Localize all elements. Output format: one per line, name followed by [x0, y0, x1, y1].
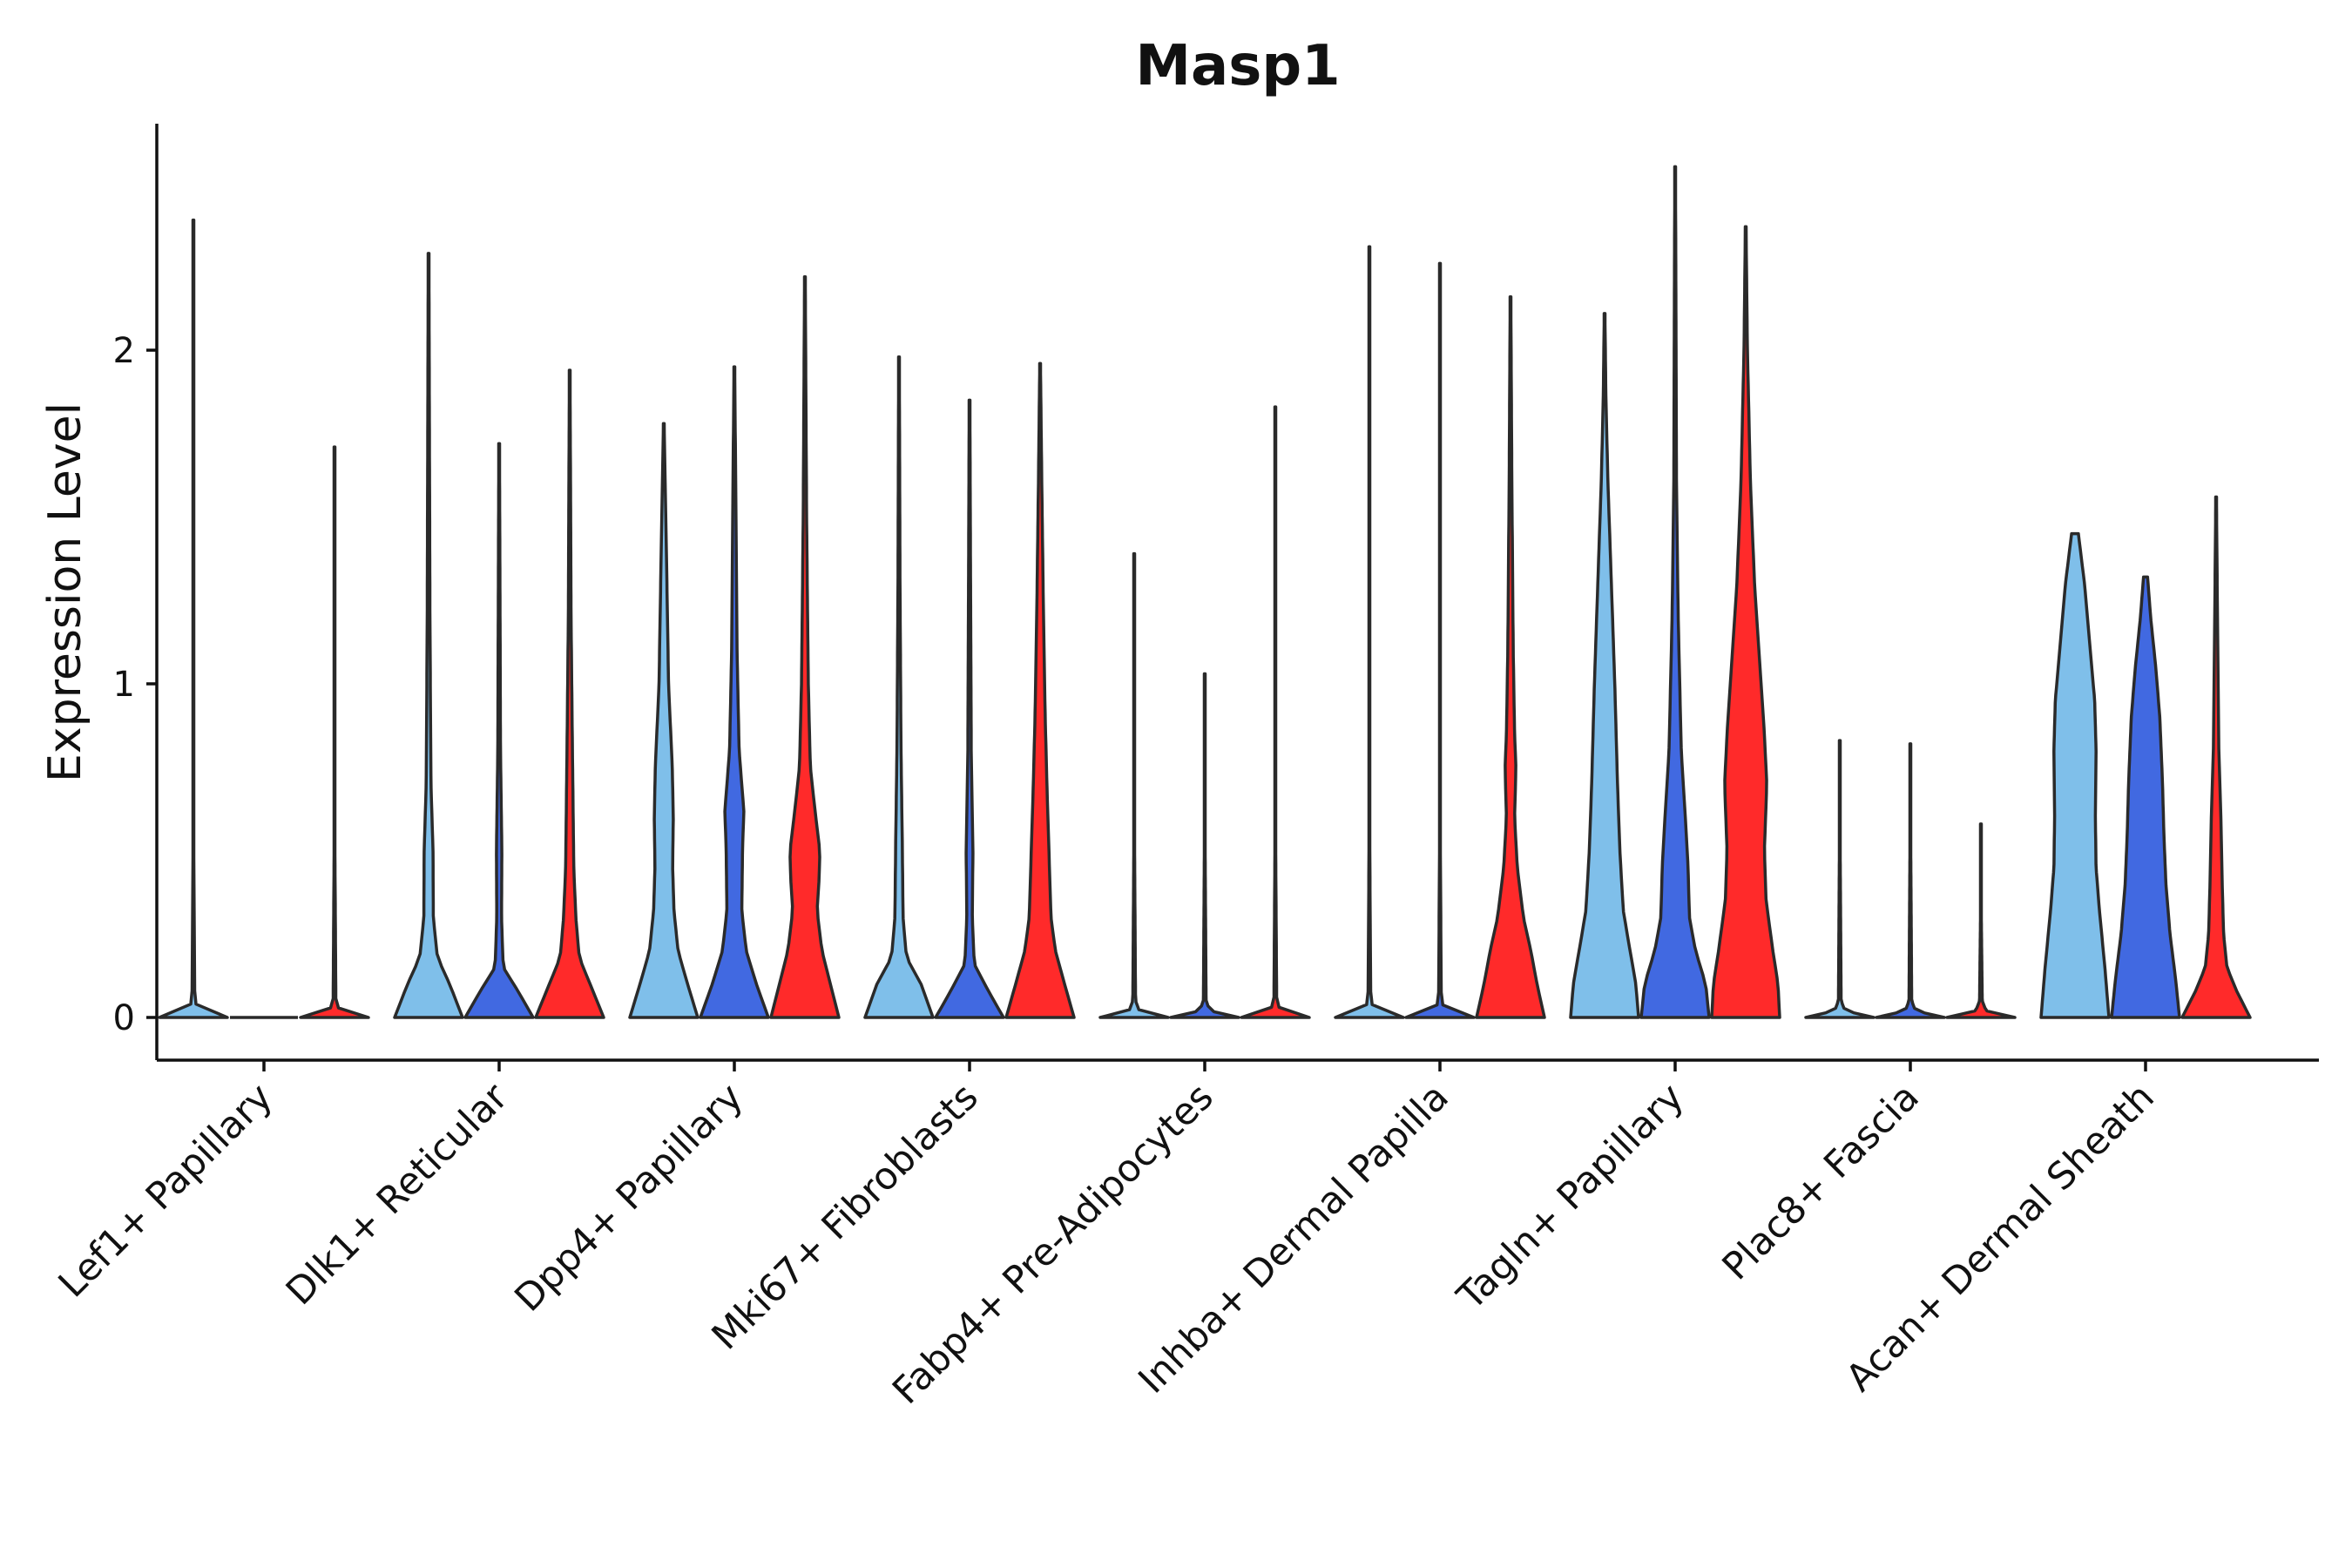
- violin-1-3: [299, 445, 370, 1019]
- violin-9-2: [2110, 575, 2181, 1019]
- x-tick-label: Tagln+ Papillary: [1449, 1075, 1693, 1319]
- violin-1-1: [158, 218, 229, 1019]
- violin-3-3: [769, 274, 841, 1019]
- violin-9-3: [2180, 495, 2252, 1019]
- violin-3-2: [699, 365, 770, 1019]
- y-ticks: 0 1 2: [113, 331, 157, 1038]
- chart-title: Masp1: [1135, 34, 1340, 98]
- violin-2-1: [393, 252, 464, 1019]
- x-tick-label: Mki67+ Fibroblasts: [704, 1075, 987, 1358]
- violin-5-3: [1240, 405, 1311, 1019]
- y-axis-label: Expression Level: [39, 402, 91, 782]
- x-tick-label: Plac8+ Fascia: [1714, 1075, 1928, 1288]
- violin-7-3: [1710, 225, 1781, 1019]
- y-tick-label: 1: [113, 665, 135, 705]
- violins-group: [158, 165, 2252, 1019]
- violin-7-1: [1569, 312, 1640, 1019]
- violin-6-1: [1334, 245, 1405, 1019]
- violin-7-2: [1639, 165, 1711, 1019]
- x-tick-label: Dlk1+ Reticular: [278, 1075, 517, 1314]
- violin-5-2: [1169, 672, 1240, 1019]
- y-tick-label: 0: [113, 998, 135, 1038]
- violin-5-1: [1098, 551, 1170, 1019]
- violin-3-1: [628, 422, 700, 1019]
- violin-4-1: [863, 355, 935, 1019]
- violin-2-3: [534, 368, 605, 1019]
- violin-6-3: [1475, 294, 1546, 1019]
- violin-8-2: [1875, 742, 1946, 1019]
- violin-4-3: [1004, 362, 1076, 1019]
- violin-6-2: [1404, 261, 1476, 1019]
- y-tick-label: 2: [113, 331, 135, 371]
- violin-9-1: [2039, 531, 2111, 1019]
- x-tick-label: Lef1+ Papillary: [51, 1075, 281, 1306]
- violin-8-3: [1945, 822, 2017, 1019]
- x-tick-label: Dpp4+ Papillary: [507, 1075, 752, 1320]
- violin-8-1: [1804, 739, 1876, 1019]
- violin-4-2: [934, 398, 1005, 1019]
- violin-2-2: [463, 442, 535, 1019]
